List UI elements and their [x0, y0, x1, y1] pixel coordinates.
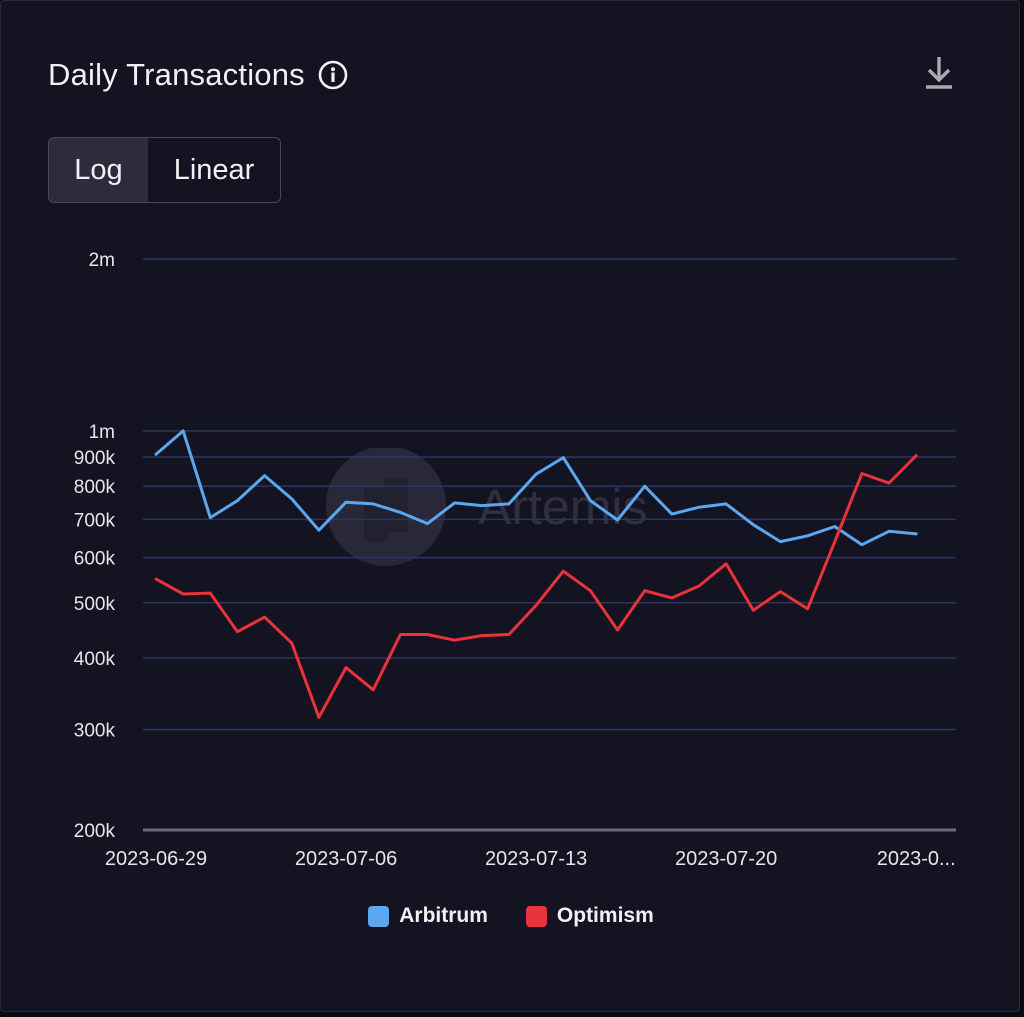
x-tick-label: 2023-07-13: [485, 848, 587, 870]
info-circle-icon[interactable]: [317, 59, 349, 91]
y-tick-label: 200k: [74, 821, 116, 842]
grid-layer: [143, 258, 956, 832]
legend-label-optimism: Optimism: [556, 904, 654, 927]
y-tick-label: 300k: [74, 720, 116, 741]
y-axis-labels: 2m 1m 900k 800k 700k 600k 500k 400k 300k 200k: [74, 250, 116, 842]
legend-item-optimism[interactable]: Optimism: [525, 904, 654, 928]
x-tick-label: 2023-07-20: [675, 848, 777, 870]
download-icon[interactable]: [919, 53, 959, 97]
legend: Arbitrum Optimism: [1, 904, 1021, 928]
x-tick-label: 2023-0...: [877, 848, 956, 870]
toggle-log-option[interactable]: Log: [49, 138, 148, 202]
x-tick-label: 2023-07-06: [295, 848, 397, 870]
series-layer: [154, 429, 918, 719]
y-tick-label: 600k: [74, 549, 116, 570]
y-tick-label: 900k: [74, 448, 116, 469]
y-tick-label: 800k: [74, 477, 116, 498]
legend-swatch-optimism: [525, 905, 547, 927]
series-line-optimism: [154, 454, 918, 719]
y-tick-label: 400k: [74, 649, 116, 670]
title-row: Daily Transactions: [48, 55, 349, 95]
y-tick-label: 1m: [89, 422, 115, 443]
y-tick-label: 500k: [74, 594, 116, 615]
line-chart: 2m 1m 900k 800k 700k 600k 500k 400k 300k 200k 202…: [74, 250, 956, 870]
chart-title: Daily Transactions: [48, 57, 305, 92]
series-line-arbitrum: [154, 429, 918, 547]
toggle-linear-option[interactable]: Linear: [173, 153, 255, 186]
legend-swatch-arbitrum: [368, 905, 390, 927]
legend-label-arbitrum: Arbitrum: [399, 904, 488, 927]
y-tick-label: 2m: [89, 250, 115, 271]
x-axis-labels: 2023-06-29 2023-07-06 2023-07-13 2023-07-20…: [105, 848, 956, 870]
legend-item-arbitrum[interactable]: Arbitrum: [368, 904, 488, 928]
scale-toggle: Log Linear: [48, 137, 281, 203]
y-tick-label: 700k: [74, 510, 116, 531]
x-tick-label: 2023-06-29: [105, 848, 207, 870]
